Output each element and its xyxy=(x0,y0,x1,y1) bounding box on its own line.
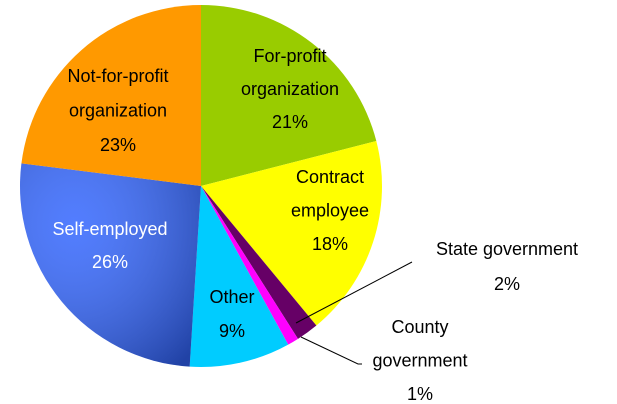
leader-line xyxy=(300,336,362,365)
slice-label: State government xyxy=(436,239,578,259)
value-label: 26% xyxy=(92,252,128,272)
value-label: 23% xyxy=(100,135,136,155)
slice-label: For-profit organization xyxy=(241,46,339,99)
value-label: 21% xyxy=(272,112,308,132)
leader-line xyxy=(295,261,413,324)
pie-slice xyxy=(201,186,317,339)
value-label: 9% xyxy=(219,321,245,341)
pie-slice xyxy=(201,5,377,186)
pie-slice xyxy=(21,5,201,186)
pie-slice xyxy=(201,186,298,345)
value-label: 2% xyxy=(494,274,520,294)
slice-label: Self-employed xyxy=(52,219,167,239)
slice-shade xyxy=(20,163,202,367)
value-label: 18% xyxy=(312,234,348,254)
slice-label: Not-for-profit organization xyxy=(67,66,168,121)
slice-label: County government xyxy=(372,317,467,371)
pie-slice xyxy=(201,140,382,326)
slice-label: Contract employee xyxy=(291,167,369,221)
pie-slice xyxy=(189,186,289,367)
slice-label: Other xyxy=(209,287,254,307)
value-label: 1% xyxy=(407,384,433,404)
